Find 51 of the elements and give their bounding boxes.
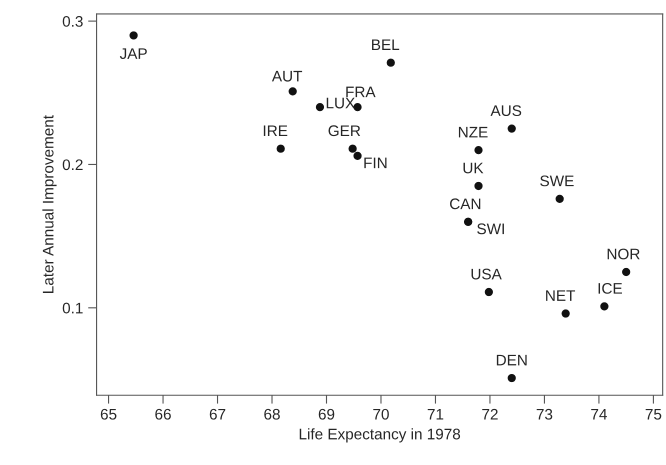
point [130,31,138,40]
x-tick-label: 66 [155,408,171,420]
point [386,58,395,67]
x-tick-label: 71 [428,409,444,420]
point [288,87,297,96]
x-tick-label: 69 [318,408,334,420]
annotation: CAN [450,198,480,210]
annotation: DEN [496,354,527,366]
annotation: BEL [372,39,400,50]
y-tick-label: 0.1 [62,302,83,314]
point [353,152,362,160]
annotation: FIN [364,158,386,168]
point [316,103,324,112]
point [508,374,516,382]
annotation: SWI [477,223,504,234]
x-tick-label: 67 [210,408,226,420]
annotation: USA [472,268,502,280]
point [562,309,570,318]
y-axis-title: Later Annual Improvement [42,115,57,293]
x-tick-label: 72 [482,408,498,420]
point [474,182,483,190]
y-tick-label: 0.2 [62,159,83,170]
point [484,288,493,296]
point [556,194,564,203]
x-tick-label: 70 [373,408,389,420]
annotation: GER [328,125,360,136]
y-tick-label: 0.3 [62,16,83,27]
annotation: NET [546,290,576,301]
annotation: ICE [598,282,622,294]
point [348,144,357,153]
annotation: FRA [346,86,376,98]
x-tick-label: 75 [646,409,662,420]
annotation: IRE [264,125,288,136]
annotation: LUX [326,98,355,108]
point [474,146,483,154]
x-axis-title: Life Expectancy in 1978 [300,428,460,442]
point [276,144,285,153]
annotation: UK [464,162,484,174]
point [600,302,608,310]
point [508,124,516,133]
x-tick-label: 65 [100,408,116,420]
point [622,268,630,276]
annotation: AUT [272,70,302,82]
x-tick-label: 68 [264,408,280,420]
annotation: AUS [490,105,522,116]
annotation: NZE [458,126,488,138]
x-tick-label: 73 [536,408,552,420]
annotation: SWE [540,175,574,186]
annotation: NOR [608,248,640,260]
x-tick-label: 74 [591,409,607,420]
annotation: JAP [120,48,147,59]
